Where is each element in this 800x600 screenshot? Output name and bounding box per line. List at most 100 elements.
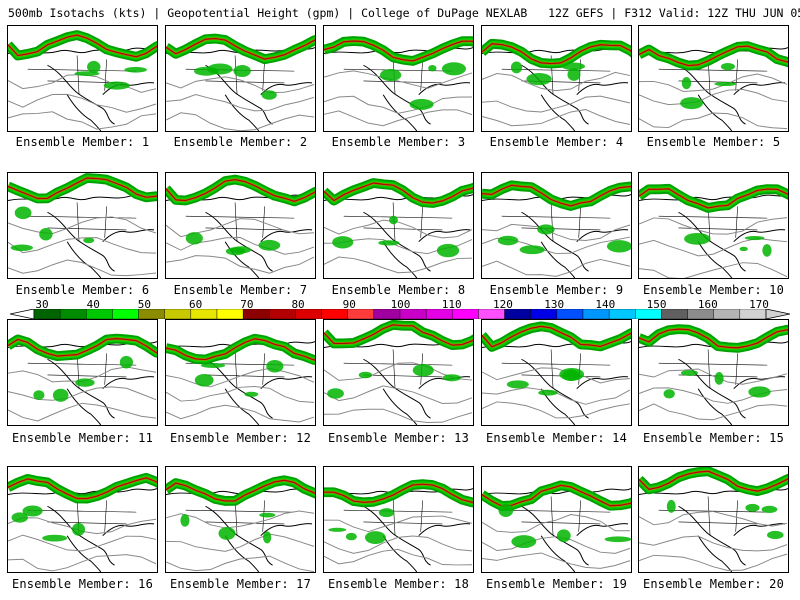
legend-color-swatch <box>138 309 165 319</box>
wind-speed-area <box>72 523 86 536</box>
political-borders <box>658 349 768 389</box>
wind-speed-area <box>567 68 581 81</box>
coastline <box>8 194 157 278</box>
wind-speed-area <box>714 81 737 87</box>
height-contour <box>639 510 788 527</box>
wind-speed-area <box>33 390 45 400</box>
legend-color-swatch <box>86 309 113 319</box>
height-contour <box>482 401 631 419</box>
legend-color-swatch <box>59 309 87 319</box>
height-contour <box>482 95 631 113</box>
wind-speed-area <box>87 60 101 73</box>
wind-speed-area <box>428 64 437 72</box>
ensemble-member-map <box>638 319 789 426</box>
legend-tick-label: 30 <box>35 298 49 311</box>
height-contour <box>166 93 315 112</box>
height-contour <box>482 71 631 92</box>
ensemble-member-map <box>323 25 474 132</box>
legend-color-swatch <box>399 309 427 319</box>
wind-speed-area <box>684 232 711 245</box>
legend-tick-label: 70 <box>240 298 254 311</box>
height-contour <box>639 217 788 235</box>
ensemble-member-label: Ensemble Member: 19 <box>485 577 628 591</box>
jet-stream-core <box>482 184 631 207</box>
wind-speed-area <box>538 389 558 396</box>
ensemble-member-label: Ensemble Member: 7 <box>173 283 308 297</box>
wind-speed-area <box>244 391 259 397</box>
legend-color-swatch <box>661 309 688 319</box>
jet-stream-core <box>8 34 157 58</box>
wind-speed-area <box>442 374 461 382</box>
ensemble-member-label: Ensemble Member: 15 <box>642 431 785 445</box>
wind-speed-area <box>194 373 214 387</box>
political-borders <box>185 202 295 242</box>
map-canvas <box>482 480 631 572</box>
wind-speed-area <box>261 90 277 100</box>
wind-speed-area <box>519 245 545 255</box>
coastline <box>639 341 788 425</box>
legend-colorbar <box>10 309 790 319</box>
wind-speed-area <box>537 224 555 235</box>
wind-speed-area <box>762 244 772 257</box>
jet-stream-core <box>639 188 788 209</box>
coastline <box>639 488 788 572</box>
wind-speed-area <box>441 62 466 76</box>
ensemble-member-map <box>7 466 158 573</box>
wind-speed-area <box>379 68 402 82</box>
wind-speed-area <box>22 505 43 517</box>
ensemble-member-label: Ensemble Member: 10 <box>642 283 785 297</box>
height-contour <box>166 112 315 131</box>
political-borders <box>501 349 611 389</box>
ensemble-member-label: Ensemble Member: 18 <box>327 577 470 591</box>
wind-speed-area <box>327 388 344 399</box>
height-contour <box>639 403 788 421</box>
legend-color-swatch <box>713 309 741 319</box>
height-contour <box>8 386 157 401</box>
map-canvas <box>166 333 315 425</box>
height-contour <box>166 367 315 388</box>
ensemble-member-label: Ensemble Member: 12 <box>169 431 312 445</box>
legend-color-swatch <box>478 309 505 319</box>
jet-stream-core <box>8 477 157 500</box>
legend-color-swatch <box>687 309 714 319</box>
wind-speed-area <box>83 237 95 244</box>
ensemble-member-label: Ensemble Member: 11 <box>11 431 154 445</box>
wind-speed-area <box>761 505 778 514</box>
jet-stream-core <box>324 40 473 62</box>
legend-tick-label: 100 <box>390 298 411 311</box>
header-title: 500mb Isotachs (kts) | Geopotential Heig… <box>8 6 528 20</box>
political-borders <box>27 496 137 536</box>
ensemble-member-label: Ensemble Member: 13 <box>327 431 470 445</box>
ensemble-member-label: Ensemble Member: 20 <box>642 577 785 591</box>
legend-color-swatch <box>504 309 531 319</box>
ensemble-member-map <box>638 466 789 573</box>
ensemble-member-map <box>481 172 632 279</box>
ensemble-member-map <box>165 466 316 573</box>
legend-tick-label: 40 <box>86 298 100 311</box>
wind-speed-area <box>185 232 203 245</box>
wind-speed-area <box>42 534 68 542</box>
ensemble-member-map <box>481 466 632 573</box>
wind-speed-area <box>604 536 631 543</box>
legend-color-swatch <box>347 309 375 319</box>
legend-color-swatch <box>33 309 61 319</box>
wind-speed-area <box>200 363 226 368</box>
height-contour <box>482 109 631 127</box>
coastline <box>324 47 473 131</box>
wind-speed-area <box>218 526 236 540</box>
map-canvas <box>482 321 631 425</box>
legend-color-swatch <box>242 309 270 319</box>
legend-tick-label: 60 <box>189 298 203 311</box>
jet-stream-core <box>324 483 473 504</box>
wind-speed-area <box>714 372 724 385</box>
political-borders <box>501 496 611 536</box>
wind-speed-area <box>409 98 434 110</box>
wind-speed-area <box>497 235 519 246</box>
height-contour <box>8 74 157 93</box>
legend-color-swatch <box>112 309 139 319</box>
height-contour <box>166 404 315 423</box>
wind-speed-area <box>680 369 698 376</box>
wind-speed-area <box>328 527 347 532</box>
political-borders <box>343 496 453 536</box>
ensemble-member-label: Ensemble Member: 2 <box>173 135 308 149</box>
